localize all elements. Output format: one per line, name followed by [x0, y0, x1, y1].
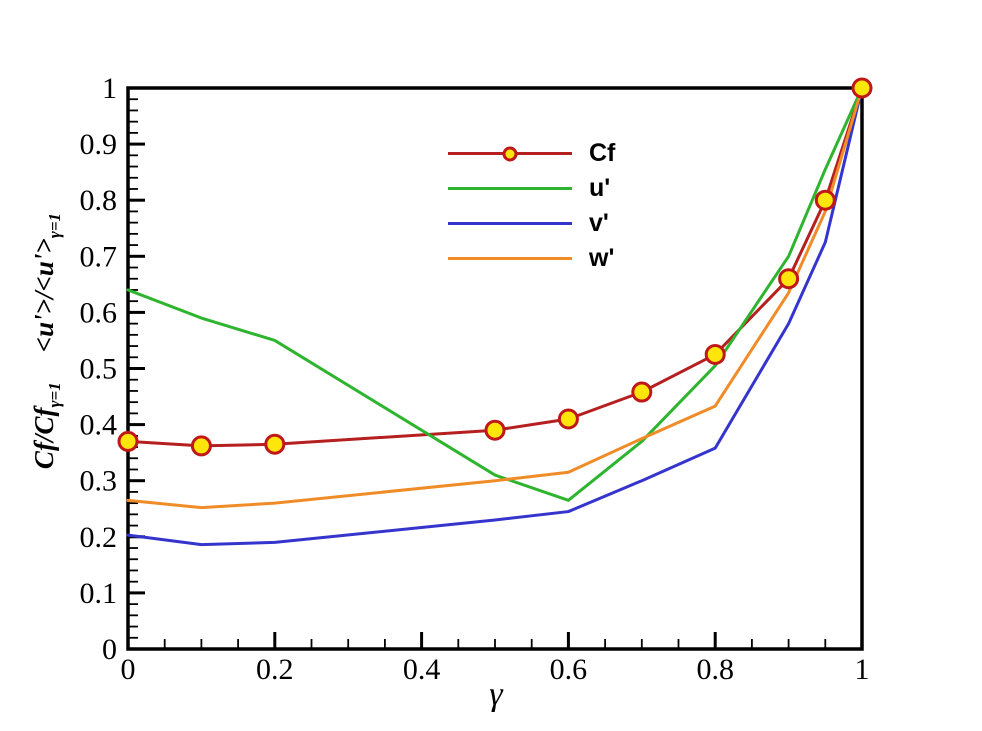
- y-tick-label: 1: [102, 72, 117, 105]
- legend-item-uprime: u': [448, 171, 615, 206]
- series-line-v: [126, 86, 864, 547]
- series-line-u: [126, 86, 864, 502]
- series-line-cf: [126, 86, 864, 448]
- data-point-marker: [117, 430, 139, 452]
- data-point-marker: [484, 419, 506, 441]
- data-point-marker: [778, 268, 800, 290]
- x-axis-label: γ: [489, 676, 503, 713]
- y-axis-label: Cf/Cfγ=1<u'>/<u'>γ=1: [29, 213, 65, 469]
- data-point-marker: [557, 408, 579, 430]
- y-label-uprime-subscript: γ=1: [45, 212, 64, 239]
- y-tick-label: 0.2: [80, 521, 118, 554]
- y-tick-label: 0.8: [80, 184, 118, 217]
- data-point-marker: [704, 343, 726, 365]
- legend-line-cf: [448, 146, 572, 161]
- y-tick-label: 0.5: [80, 353, 118, 386]
- x-tick-label: 0.6: [550, 653, 588, 686]
- x-tick-label: 1: [855, 653, 870, 686]
- series-line-w: [126, 86, 864, 510]
- legend-circle-marker-icon: [502, 146, 518, 161]
- legend: Cf u' v' w': [448, 136, 615, 276]
- legend-label-cf: Cf: [589, 139, 616, 167]
- x-tick-label: 0.2: [256, 653, 294, 686]
- y-tick-label: 0.9: [80, 128, 118, 161]
- x-tick-label: 0.8: [696, 653, 734, 686]
- axis-frame: [126, 86, 864, 651]
- y-tick-label: 0.6: [80, 296, 118, 329]
- y-tick-label: 0: [102, 633, 117, 666]
- data-point-marker: [631, 381, 653, 403]
- y-tick-label: 0.1: [80, 577, 118, 610]
- legend-line-vprime: [448, 222, 572, 225]
- legend-label-wprime: w': [589, 244, 615, 272]
- legend-item-vprime: v': [448, 206, 615, 241]
- y-tick-label: 0.3: [80, 465, 118, 498]
- y-label-cf-subscript: γ=1: [45, 382, 64, 408]
- x-tick-label: 0.4: [403, 653, 441, 686]
- y-tick-label: 0.4: [80, 409, 118, 442]
- data-point-marker: [814, 189, 836, 211]
- x-tick-label: 0: [121, 653, 136, 686]
- legend-item-wprime: w': [448, 241, 615, 276]
- legend-item-cf: Cf: [448, 136, 615, 171]
- legend-label-uprime: u': [589, 174, 611, 202]
- data-point-marker: [851, 77, 873, 99]
- y-tick-label: 0.7: [80, 240, 118, 273]
- y-label-cf-ratio: Cf/Cf: [29, 407, 59, 470]
- data-point-marker: [264, 433, 286, 455]
- data-point-marker: [190, 435, 212, 457]
- y-label-uprime-ratio: <u'>/<u'>: [29, 238, 59, 353]
- legend-line-wprime: [448, 257, 572, 260]
- legend-label-vprime: v': [589, 209, 609, 237]
- legend-line-uprime: [448, 187, 572, 190]
